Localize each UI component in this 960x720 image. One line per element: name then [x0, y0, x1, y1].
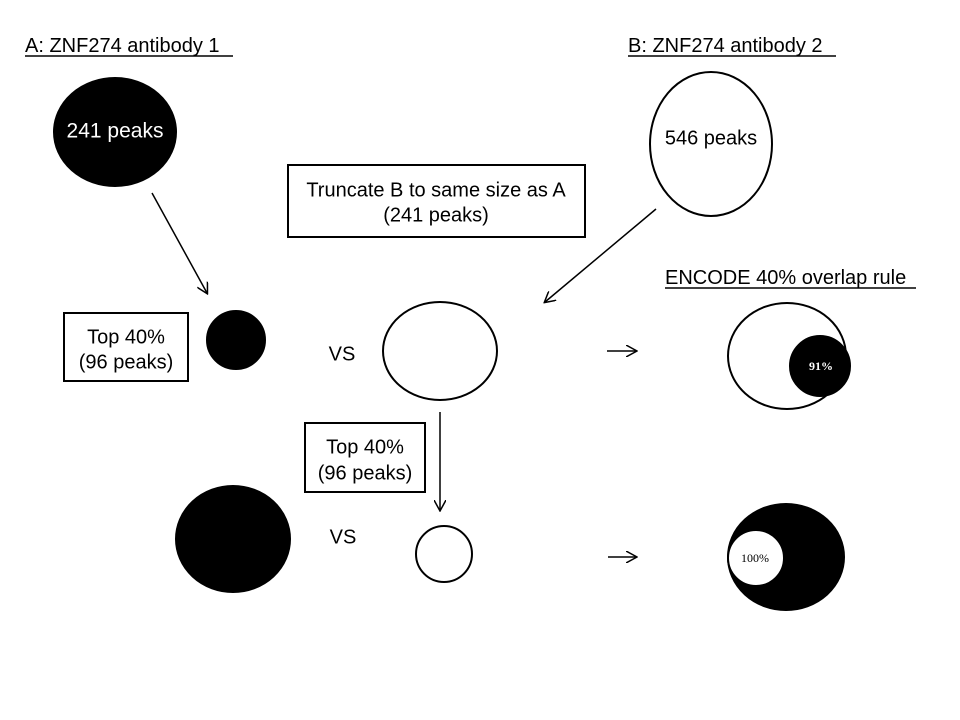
truncate-line-1: Truncate B to same size as A [306, 179, 566, 201]
antibody-a-circle [53, 77, 177, 187]
antibody-b-heading: B: ZNF274 antibody 2 [628, 35, 823, 57]
row2-result-inner-circle [727, 529, 785, 587]
row1-a-circle [206, 310, 266, 370]
row2-b-circle [415, 525, 473, 583]
truncate-line-2: (241 peaks) [383, 204, 489, 226]
top40-a-line-1: Top 40% [87, 326, 165, 348]
row1-result-inner-circle [789, 335, 851, 397]
antibody-a-heading: A: ZNF274 antibody 1 [25, 35, 220, 57]
row1-b-circle [382, 301, 498, 401]
antibody-b-circle [649, 71, 773, 217]
top40-a-box [63, 312, 189, 382]
antibody-b-peaks-label: 546 peaks [665, 127, 757, 149]
row2-a-circle [175, 485, 291, 593]
arrow-a-down [151, 192, 207, 293]
top40-b-box [304, 422, 426, 493]
arrow-b-down [545, 208, 657, 302]
encode-rule-heading: ENCODE 40% overlap rule [665, 267, 906, 289]
top40-b-line-2: (96 peaks) [318, 462, 413, 484]
row1-vs-label: VS [329, 343, 356, 365]
top40-a-line-2: (96 peaks) [79, 351, 174, 373]
row2-overlap-label: 100% [741, 551, 769, 565]
truncate-box [287, 164, 586, 238]
row1-overlap-label: 91% [809, 359, 833, 373]
row2-vs-label: VS [330, 526, 357, 548]
top40-b-line-1: Top 40% [326, 436, 404, 458]
antibody-a-peaks-label: 241 peaks [67, 120, 164, 143]
